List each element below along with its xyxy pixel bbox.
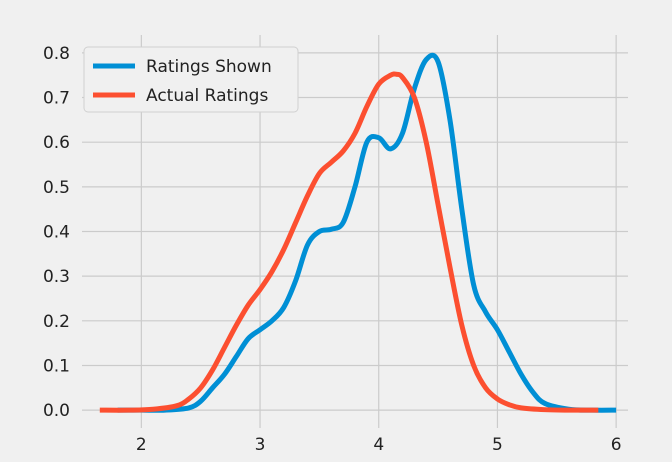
x-tick-label: 5 xyxy=(492,435,503,455)
legend-box xyxy=(83,46,299,113)
tick-labels: 2 3 4 5 6 0.0 0.1 0.2 0.3 0.4 0.5 0.6 0.7 0.8 xyxy=(43,44,622,455)
y-tick-label: 0.2 xyxy=(43,312,70,332)
x-tick-label: 2 xyxy=(136,435,147,455)
y-tick-label: 0.1 xyxy=(43,356,70,376)
x-tick-label: 3 xyxy=(255,435,266,455)
legend: Ratings Shown Actual Ratings xyxy=(83,46,299,113)
series-line-actual-ratings xyxy=(99,71,599,413)
y-tick-label: 0.6 xyxy=(43,133,70,153)
y-tick-label: 0.5 xyxy=(43,178,70,198)
y-tick-label: 0.3 xyxy=(43,267,70,287)
y-tick-label: 0.4 xyxy=(43,223,70,243)
x-tick-label: 4 xyxy=(373,435,384,455)
y-tick-label: 0.8 xyxy=(43,44,70,64)
series-lines xyxy=(99,52,617,413)
y-tick-label: 0.7 xyxy=(43,89,70,109)
y-tick-label: 0.0 xyxy=(43,401,70,421)
legend-label: Actual Ratings xyxy=(146,86,268,106)
legend-label: Ratings Shown xyxy=(146,57,272,77)
x-tick-label: 6 xyxy=(611,435,622,455)
series-line-ratings-shown xyxy=(117,52,617,413)
